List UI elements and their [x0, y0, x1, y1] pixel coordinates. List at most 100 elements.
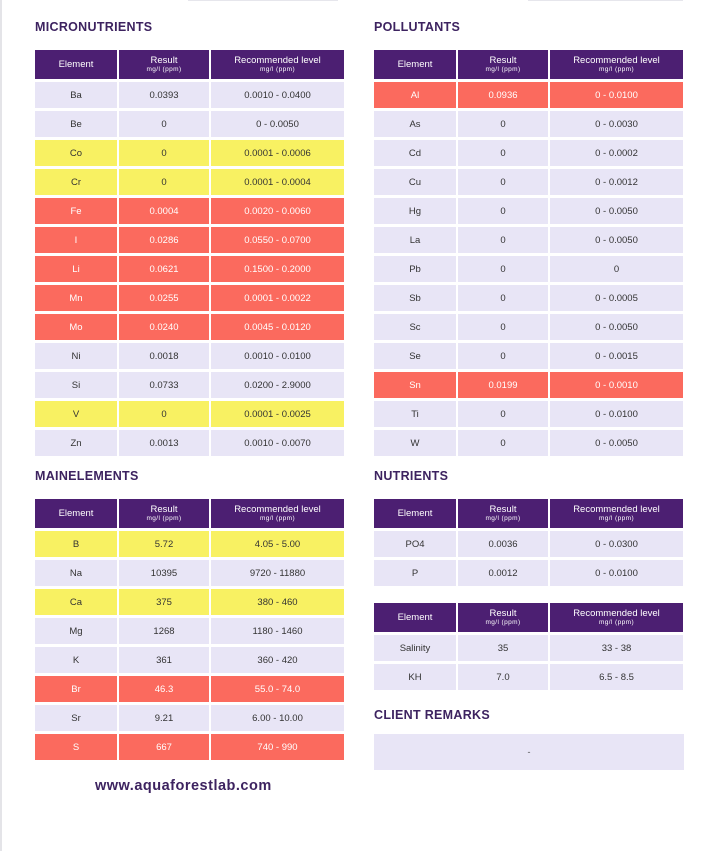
- table-row: Co 0 0.0001 - 0.0006: [35, 140, 344, 166]
- recommended-range-cell: 360 - 420: [211, 647, 344, 673]
- element-cell: P: [374, 560, 456, 586]
- recommended-range-cell: 0 - 0.0030: [550, 111, 683, 137]
- recommended-range-cell: 0 - 0.0100: [550, 560, 683, 586]
- table-row: Mn 0.0255 0.0001 - 0.0022: [35, 285, 344, 311]
- element-cell: K: [35, 647, 117, 673]
- table-row: Mg 1268 1180 - 1460: [35, 618, 344, 644]
- mainelements-table: Element Result mg/l (ppm) Recommended lev…: [33, 496, 346, 763]
- recommended-range-cell: 0 - 0.0012: [550, 169, 683, 195]
- table-row: Sr 9.21 6.00 - 10.00: [35, 705, 344, 731]
- table-row: PO4 0.0036 0 - 0.0300: [374, 531, 683, 557]
- element-cell: Cr: [35, 169, 117, 195]
- recommended-range-cell: 33 - 38: [550, 635, 683, 661]
- recommended-range-cell: 0.0200 - 2.9000: [211, 372, 344, 398]
- element-cell: S: [35, 734, 117, 760]
- result-cell: 361: [119, 647, 209, 673]
- table-row: Cd 0 0 - 0.0002: [374, 140, 683, 166]
- table-row: Na 10395 9720 - 11880: [35, 560, 344, 586]
- nutrients-title: NUTRIENTS: [374, 469, 449, 483]
- result-cell: 0.0936: [458, 82, 548, 108]
- element-cell: Ba: [35, 82, 117, 108]
- result-cell: 0.0621: [119, 256, 209, 282]
- recommended-range-cell: 0 - 0.0050: [550, 430, 683, 456]
- result-cell: 0: [458, 169, 548, 195]
- element-cell: Si: [35, 372, 117, 398]
- table-header-row: Element Result mg/l (ppm) Recommended lev…: [35, 50, 344, 79]
- element-cell: La: [374, 227, 456, 253]
- table-row: Li 0.0621 0.1500 - 0.2000: [35, 256, 344, 282]
- recommended-range-cell: 0.1500 - 0.2000: [211, 256, 344, 282]
- table-row: Br 46.3 55.0 - 74.0: [35, 676, 344, 702]
- other-parameters-table: Element Result mg/l (ppm) Recommended lev…: [372, 600, 685, 693]
- recommended-range-cell: 0.0010 - 0.0070: [211, 430, 344, 456]
- element-cell: Zn: [35, 430, 117, 456]
- element-cell: Na: [35, 560, 117, 586]
- element-cell: Se: [374, 343, 456, 369]
- header-recommended: Recommended level mg/l (ppm): [211, 50, 344, 79]
- website-link[interactable]: www.aquaforestlab.com: [95, 778, 272, 794]
- element-cell: W: [374, 430, 456, 456]
- element-cell: Li: [35, 256, 117, 282]
- recommended-range-cell: 0 - 0.0015: [550, 343, 683, 369]
- mainelements-section: MAINELEMENTS Element Result mg/l (ppm) Re…: [35, 468, 346, 763]
- element-cell: Fe: [35, 198, 117, 224]
- result-cell: 5.72: [119, 531, 209, 557]
- result-cell: 0.0012: [458, 560, 548, 586]
- element-cell: Al: [374, 82, 456, 108]
- client-remarks-box: -: [374, 734, 684, 770]
- recommended-range-cell: 0.0020 - 0.0060: [211, 198, 344, 224]
- result-cell: 0: [458, 401, 548, 427]
- recommended-range-cell: 0 - 0.0100: [550, 82, 683, 108]
- result-cell: 0: [458, 314, 548, 340]
- result-cell: 0.0004: [119, 198, 209, 224]
- table-row: K 361 360 - 420: [35, 647, 344, 673]
- element-cell: Mo: [35, 314, 117, 340]
- result-cell: 7.0: [458, 664, 548, 690]
- header-element: Element: [35, 50, 117, 79]
- header-recommended: Recommended level mg/l (ppm): [550, 603, 683, 632]
- element-cell: KH: [374, 664, 456, 690]
- recommended-range-cell: 6.5 - 8.5: [550, 664, 683, 690]
- result-cell: 0.0733: [119, 372, 209, 398]
- recommended-range-cell: 0.0010 - 0.0400: [211, 82, 344, 108]
- table-row: Mo 0.0240 0.0045 - 0.0120: [35, 314, 344, 340]
- table-row: Cu 0 0 - 0.0012: [374, 169, 683, 195]
- result-cell: 35: [458, 635, 548, 661]
- table-row: Be 0 0 - 0.0050: [35, 111, 344, 137]
- table-row: Ni 0.0018 0.0010 - 0.0100: [35, 343, 344, 369]
- result-cell: 0.0013: [119, 430, 209, 456]
- result-cell: 1268: [119, 618, 209, 644]
- recommended-range-cell: 0.0001 - 0.0004: [211, 169, 344, 195]
- recommended-range-cell: 0 - 0.0005: [550, 285, 683, 311]
- micronutrients-table: Element Result mg/l (ppm) Recommended lev…: [33, 47, 346, 459]
- recommended-range-cell: 0 - 0.0050: [550, 198, 683, 224]
- recommended-range-cell: 4.05 - 5.00: [211, 531, 344, 557]
- header-recommended: Recommended level mg/l (ppm): [211, 499, 344, 528]
- table-header-row: Element Result mg/l (ppm) Recommended lev…: [35, 499, 344, 528]
- recommended-range-cell: 6.00 - 10.00: [211, 705, 344, 731]
- result-cell: 667: [119, 734, 209, 760]
- mainelements-title: MAINELEMENTS: [35, 469, 139, 483]
- result-cell: 0: [119, 111, 209, 137]
- top-divider-right: [528, 0, 683, 1]
- result-cell: 0: [458, 343, 548, 369]
- result-cell: 10395: [119, 560, 209, 586]
- result-cell: 0.0240: [119, 314, 209, 340]
- table-row: Salinity 35 33 - 38: [374, 635, 683, 661]
- result-cell: 46.3: [119, 676, 209, 702]
- result-cell: 0: [119, 401, 209, 427]
- table-row: Ti 0 0 - 0.0100: [374, 401, 683, 427]
- element-cell: Cd: [374, 140, 456, 166]
- header-element: Element: [374, 603, 456, 632]
- recommended-range-cell: 0.0550 - 0.0700: [211, 227, 344, 253]
- element-cell: V: [35, 401, 117, 427]
- element-cell: Ca: [35, 589, 117, 615]
- element-cell: Sc: [374, 314, 456, 340]
- recommended-range-cell: 0 - 0.0100: [550, 401, 683, 427]
- result-cell: 0: [119, 140, 209, 166]
- result-cell: 0.0199: [458, 372, 548, 398]
- element-cell: Be: [35, 111, 117, 137]
- result-cell: 0.0286: [119, 227, 209, 253]
- table-row: KH 7.0 6.5 - 8.5: [374, 664, 683, 690]
- micronutrients-title: MICRONUTRIENTS: [35, 20, 153, 34]
